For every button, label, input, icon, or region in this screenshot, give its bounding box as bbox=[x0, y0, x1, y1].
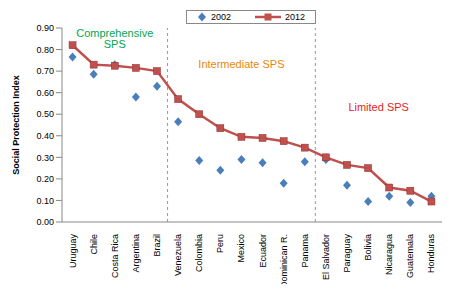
svg-text:Guatemala: Guatemala bbox=[405, 234, 415, 278]
svg-text:Intermediate SPS: Intermediate SPS bbox=[198, 58, 284, 70]
svg-text:Comprehensive: Comprehensive bbox=[76, 27, 154, 39]
svg-text:0.50: 0.50 bbox=[36, 109, 54, 119]
svg-text:0.90: 0.90 bbox=[36, 23, 54, 33]
svg-text:Peru: Peru bbox=[215, 234, 225, 253]
svg-text:Uruguay: Uruguay bbox=[68, 234, 78, 269]
svg-text:0.40: 0.40 bbox=[36, 131, 54, 141]
svg-text:Panama: Panama bbox=[300, 234, 310, 268]
svg-text:Mexico: Mexico bbox=[236, 234, 246, 263]
svg-text:Paraguay: Paraguay bbox=[342, 234, 352, 273]
svg-text:Bolivia: Bolivia bbox=[363, 234, 373, 261]
svg-text:0.80: 0.80 bbox=[36, 45, 54, 55]
html-text:2002: 2002 bbox=[211, 12, 231, 22]
svg-text:Ecuador: Ecuador bbox=[258, 234, 268, 268]
svg-text:Honduras: Honduras bbox=[426, 234, 436, 274]
svg-text:Dominican R.: Dominican R. bbox=[279, 234, 289, 284]
svg-text:0.00: 0.00 bbox=[36, 217, 54, 227]
svg-text:Nicaragua: Nicaragua bbox=[384, 234, 394, 275]
svg-text:Venezuela: Venezuela bbox=[173, 234, 183, 276]
svg-text:SPS: SPS bbox=[104, 38, 126, 50]
svg-text:0.10: 0.10 bbox=[36, 196, 54, 206]
svg-text:0.30: 0.30 bbox=[36, 153, 54, 163]
svg-text:Argentina: Argentina bbox=[131, 234, 141, 273]
svg-text:Chile: Chile bbox=[89, 234, 99, 255]
svg-text:Costa Rica: Costa Rica bbox=[110, 234, 120, 278]
html-text:2012: 2012 bbox=[285, 12, 305, 22]
svg-text:Social Protection Index: Social Protection Index bbox=[11, 75, 21, 175]
svg-text:0.60: 0.60 bbox=[36, 88, 54, 98]
svg-text:Brazil: Brazil bbox=[152, 234, 162, 257]
svg-text:El Salvador: El Salvador bbox=[321, 234, 331, 280]
svg-text:0.20: 0.20 bbox=[36, 174, 54, 184]
svg-text:Limited SPS: Limited SPS bbox=[348, 101, 409, 113]
svg-text:Colombia: Colombia bbox=[194, 234, 204, 272]
svg-text:0.70: 0.70 bbox=[36, 66, 54, 76]
